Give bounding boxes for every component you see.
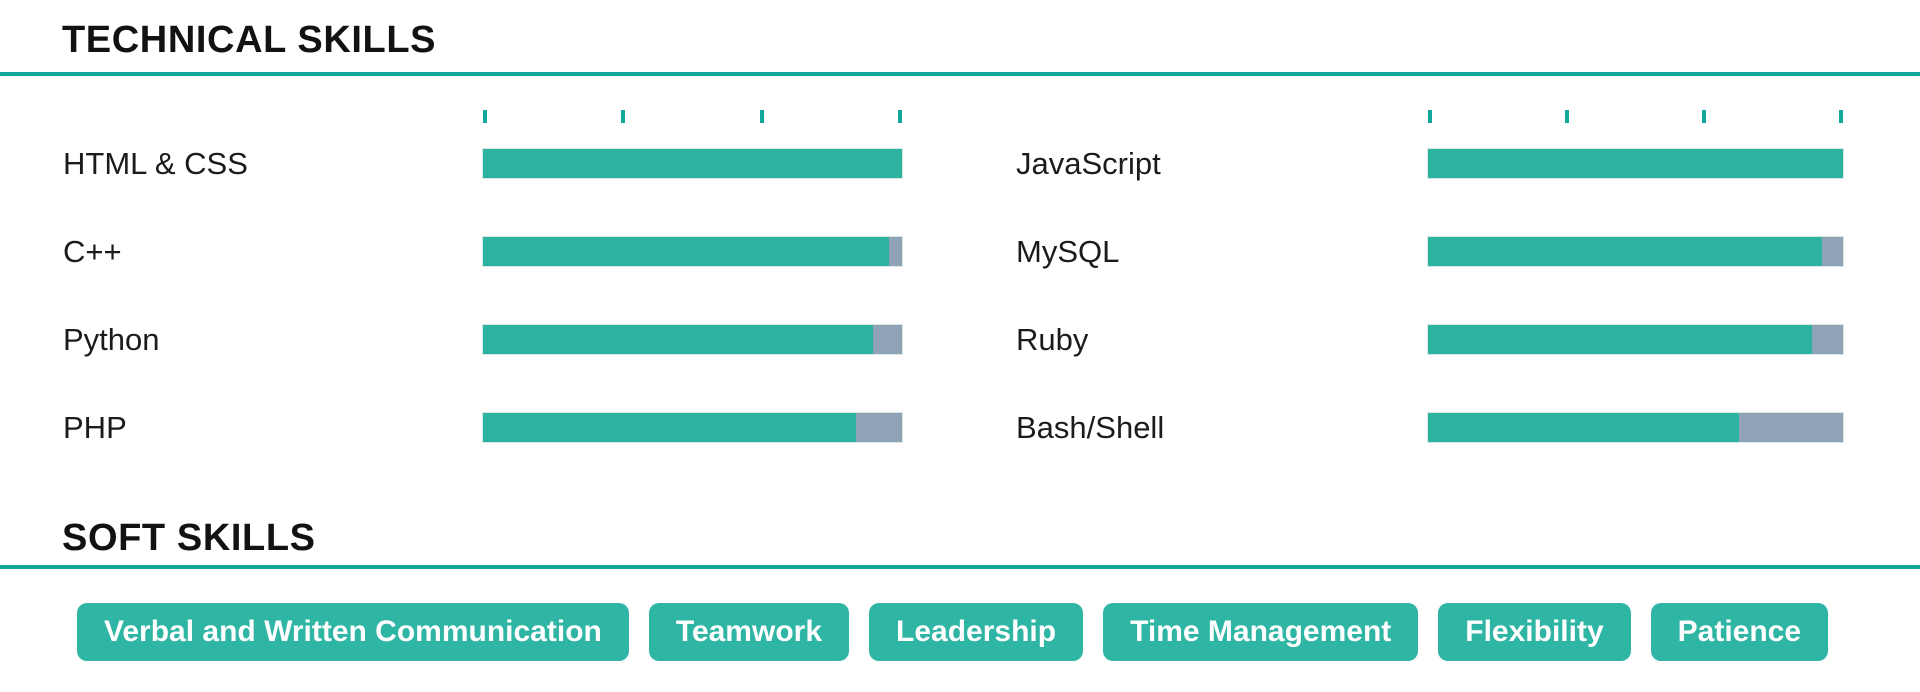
scale-tick-mark: [483, 110, 487, 123]
skill-row: Python: [63, 295, 902, 383]
skill-bar-fill: [1428, 236, 1823, 266]
skill-label: HTML & CSS: [63, 145, 248, 181]
skill-row: C++: [63, 207, 902, 295]
skill-label: Python: [63, 321, 160, 357]
skill-bar-track: [1428, 148, 1843, 178]
skill-bar-fill: [1428, 412, 1740, 442]
skill-label: Bash/Shell: [1016, 409, 1165, 445]
technical-skills-divider: [0, 72, 1920, 76]
soft-skill-pill: Flexibility: [1438, 603, 1631, 661]
scale-tick-mark: [1839, 110, 1843, 123]
skill-bar-fill: [1428, 148, 1843, 178]
skill-bar-fill: [483, 236, 890, 266]
skill-label: PHP: [63, 409, 127, 445]
scale-ticks-right: [1428, 110, 1843, 123]
skill-bar-track: [483, 324, 902, 354]
skill-row: MySQL: [1016, 207, 1843, 295]
soft-skill-pill: Leadership: [869, 603, 1084, 661]
skills-column-left: HTML & CSS C++ Python PHP: [63, 110, 902, 471]
soft-skills-pill-list: Verbal and Written Communication Teamwor…: [77, 603, 1829, 661]
skill-row: HTML & CSS: [63, 119, 902, 207]
soft-skill-pill: Patience: [1650, 603, 1829, 661]
skill-bar-track: [1428, 412, 1843, 442]
skill-bar-track: [483, 236, 902, 266]
skill-bar-fill: [1428, 324, 1812, 354]
skill-bar-fill: [483, 324, 873, 354]
skill-bar-fill: [483, 148, 902, 178]
skill-bar-track: [1428, 236, 1843, 266]
skill-bar-track: [1428, 324, 1843, 354]
skills-column-right: JavaScript MySQL Ruby Bash/Shell: [1016, 110, 1843, 471]
skill-bar-track: [483, 148, 902, 178]
soft-skill-pill: Time Management: [1103, 603, 1419, 661]
scale-ticks-left: [483, 110, 902, 123]
scale-tick-mark: [1702, 110, 1706, 123]
skill-label: MySQL: [1016, 233, 1120, 269]
scale-tick-mark: [897, 110, 902, 123]
scale-tick-mark: [759, 110, 764, 123]
skill-row: Ruby: [1016, 295, 1843, 383]
skill-bar-fill: [483, 412, 856, 442]
skill-row: JavaScript: [1016, 119, 1843, 207]
skill-row: Bash/Shell: [1016, 383, 1843, 471]
soft-skill-pill: Teamwork: [648, 603, 850, 661]
skill-label: JavaScript: [1016, 145, 1161, 181]
scale-tick-mark: [621, 110, 626, 123]
skill-label: Ruby: [1016, 321, 1089, 357]
soft-skills-heading: SOFT SKILLS: [62, 517, 316, 559]
soft-skill-pill: Verbal and Written Communication: [77, 603, 629, 661]
skill-row: PHP: [63, 383, 902, 471]
skill-rows-left: HTML & CSS C++ Python PHP: [63, 119, 902, 471]
scale-tick-mark: [1565, 110, 1569, 123]
skill-bar-track: [483, 412, 902, 442]
scale-tick-mark: [1428, 110, 1432, 123]
technical-skills-heading: TECHNICAL SKILLS: [62, 19, 437, 61]
skill-rows-right: JavaScript MySQL Ruby Bash/Shell: [1016, 119, 1843, 471]
soft-skills-divider: [0, 565, 1920, 569]
skill-label: C++: [63, 233, 122, 269]
